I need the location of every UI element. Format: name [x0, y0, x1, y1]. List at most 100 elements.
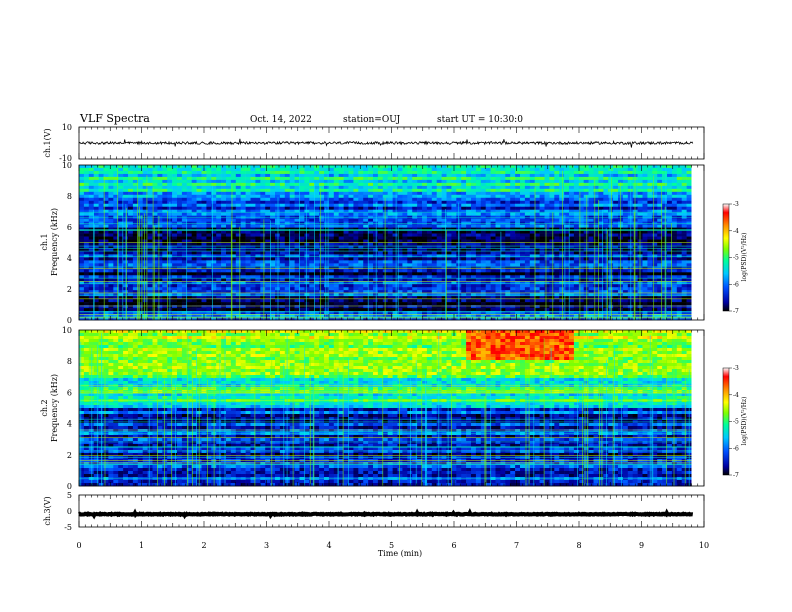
- spectrogram-cell: [172, 239, 178, 243]
- spectrogram-cell: [88, 245, 94, 249]
- spectrogram-cell: [113, 165, 119, 169]
- spectrogram-cell: [142, 191, 148, 196]
- spectrogram-cell: [93, 278, 99, 282]
- spectrogram-cell: [529, 191, 535, 196]
- spectrogram-cell: [490, 272, 496, 276]
- spectrogram-cell: [500, 248, 506, 252]
- spectrogram-cell: [627, 212, 633, 216]
- spectrogram-cell: [456, 167, 462, 172]
- spectrogram-cell: [373, 200, 379, 205]
- spectrogram-cell: [647, 203, 653, 208]
- spectrogram-cell: [196, 230, 202, 234]
- spectrogram-cell: [186, 218, 192, 222]
- spectrogram-cell: [549, 269, 555, 273]
- spectrogram-cell: [618, 176, 624, 181]
- spectrogram-cell: [446, 197, 452, 202]
- spectrogram-cell: [162, 206, 168, 211]
- spectrogram-cell: [637, 206, 643, 211]
- spectrogram-cell: [206, 212, 212, 216]
- spectrogram-cell: [377, 194, 384, 199]
- spectrogram-cell: [230, 251, 237, 255]
- spectrogram-cell: [505, 165, 511, 169]
- spectrogram-cell: [412, 221, 418, 225]
- spectrogram-cell: [358, 248, 364, 252]
- spectrogram-cell: [573, 212, 580, 216]
- spectrogram-cell: [103, 185, 109, 190]
- spectrogram-cell: [608, 236, 614, 240]
- spectrogram-cell: [603, 173, 609, 178]
- spectrogram-cell: [265, 242, 271, 246]
- spectrogram-cell: [578, 203, 584, 208]
- spectrogram-cell: [417, 242, 423, 246]
- spectrogram-cell: [569, 218, 575, 222]
- spectrogram-cell: [387, 194, 393, 199]
- spectrogram-cell: [676, 272, 682, 276]
- spectrogram-cell: [83, 182, 90, 187]
- spectrogram-cell: [534, 170, 540, 175]
- spectrogram-cell: [132, 221, 139, 225]
- spectrogram-cell: [353, 191, 359, 196]
- spectrogram-cell: [510, 260, 516, 264]
- spectrogram-cell: [559, 203, 565, 208]
- spectrogram-cell: [544, 203, 550, 208]
- spectrogram-cell: [216, 242, 222, 246]
- spectrogram-cell: [539, 206, 545, 211]
- spectrogram-cell: [255, 224, 261, 228]
- spectrogram-cell: [221, 236, 227, 240]
- spectrogram-cell: [510, 275, 516, 279]
- spectrogram-cell: [230, 257, 237, 261]
- spectrogram-cell: [446, 251, 452, 255]
- spectrogram-cell: [554, 200, 560, 205]
- spectrogram-cell: [500, 218, 506, 222]
- spectrogram-cell: [343, 239, 349, 243]
- spectrogram-cell: [284, 233, 290, 237]
- spectrogram-cell: [162, 251, 168, 255]
- spectrogram-cell: [157, 236, 163, 240]
- spectrogram-cell: [564, 251, 570, 255]
- spectrogram-cell: [363, 248, 369, 252]
- spectrogram-cell: [549, 257, 555, 261]
- spectrogram-cell: [142, 278, 148, 282]
- spectrogram-cell: [211, 272, 217, 276]
- spectrogram-cell: [529, 165, 535, 169]
- spectrogram-cell: [627, 233, 633, 237]
- spectrogram-cell: [627, 245, 633, 249]
- spectrogram-cell: [637, 191, 643, 196]
- spectrogram-cell: [588, 179, 594, 184]
- spectrogram-cell: [284, 260, 290, 264]
- spectrogram-cell: [539, 167, 545, 172]
- spectrogram-cell: [294, 272, 300, 276]
- spectrogram-cell: [441, 257, 447, 261]
- spectrogram-cell: [426, 275, 433, 279]
- spectrogram-cell: [289, 194, 295, 199]
- spectrogram-cell: [461, 266, 467, 270]
- spectrogram-cell: [475, 191, 482, 196]
- spectrogram-cell: [201, 221, 207, 225]
- spectrogram-cell: [147, 239, 153, 243]
- spectrogram-cell: [368, 203, 374, 208]
- spectrogram-cell: [304, 179, 310, 184]
- spectrogram-cell: [588, 170, 594, 175]
- spectrogram-cell: [559, 239, 565, 243]
- spectrogram-cell: [343, 233, 349, 237]
- spectrogram-cell: [456, 191, 462, 196]
- spectrogram-cell: [608, 191, 614, 196]
- spectrogram-cell: [495, 209, 501, 213]
- spectrogram-cell: [93, 218, 99, 222]
- spectrogram-cell: [157, 278, 163, 282]
- spectrogram-cell: [142, 165, 148, 169]
- spectrogram-cell: [461, 176, 467, 181]
- spectrogram-cell: [681, 263, 687, 267]
- spectrogram-cell: [529, 197, 535, 202]
- spectrogram-cell: [309, 179, 315, 184]
- spectrogram-cell: [137, 269, 143, 273]
- spectrogram-cell: [520, 176, 526, 181]
- spectrogram-cell: [559, 218, 565, 222]
- spectrogram-cell: [221, 173, 227, 178]
- spectrogram-cell: [98, 239, 104, 243]
- spectrogram-cell: [294, 269, 300, 273]
- spectrogram-cell: [436, 269, 442, 273]
- spectrogram-cell: [524, 224, 531, 228]
- spectrogram-cell: [113, 206, 119, 211]
- spectrogram-cell: [451, 188, 457, 193]
